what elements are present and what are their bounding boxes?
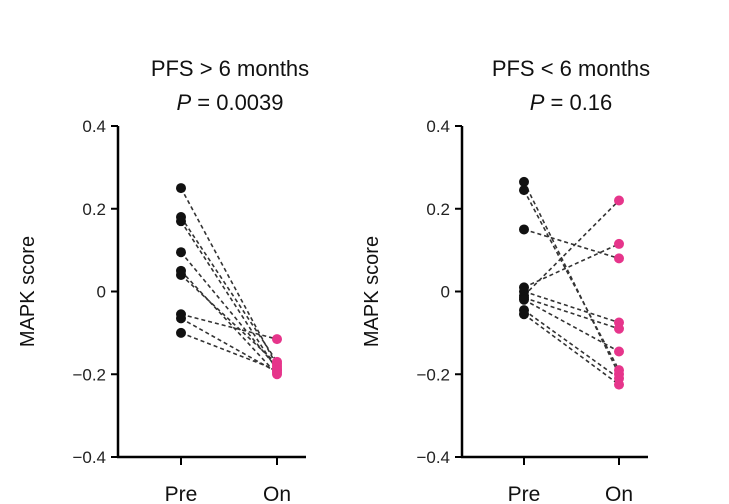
pair-line <box>523 290 620 324</box>
x-tick-label: On <box>263 483 291 504</box>
panel-1: PFS > 6 months P = 0.0039 0.4 0.2 0 −0.2 −0.4 P… <box>17 56 309 504</box>
on-point <box>272 365 282 376</box>
p-value-text: = 0.16 <box>544 90 612 115</box>
pre-point <box>519 309 529 320</box>
on-point <box>614 346 624 357</box>
pair-line <box>523 181 620 375</box>
pre-point <box>519 176 529 187</box>
pair-line <box>180 332 278 371</box>
p-value-text: = 0.0039 <box>191 90 283 115</box>
pair-line <box>180 220 278 371</box>
on-point <box>614 323 624 334</box>
pair-line <box>180 270 278 375</box>
pre-point <box>176 269 186 280</box>
y-tick-label: −0.2 <box>416 365 450 384</box>
p-value: P = 0.16 <box>530 90 613 115</box>
pre-point <box>176 247 186 258</box>
y-axis-label: MAPK score <box>361 236 383 347</box>
pre-point <box>176 216 186 227</box>
y-tick-label: −0.4 <box>72 448 106 467</box>
panel-2: PFS < 6 months P = 0.16 0.4 0.2 0 −0.2 −0.4 Pre… <box>361 56 650 504</box>
pre-point <box>519 224 529 235</box>
pre-point <box>176 327 186 338</box>
x-tick-label: Pre <box>165 483 198 504</box>
pair-line <box>523 199 620 297</box>
on-point <box>614 195 624 206</box>
on-point <box>272 334 282 345</box>
y-tick-label: −0.2 <box>72 365 106 384</box>
pair-line <box>523 243 620 289</box>
chart-title: PFS > 6 months <box>151 56 309 81</box>
y-tick-label: 0 <box>441 283 450 302</box>
p-label: P <box>530 90 545 115</box>
pair-line <box>523 296 620 330</box>
p-label: P <box>176 90 191 115</box>
chart-title: PFS < 6 months <box>492 56 650 81</box>
y-tick-label: −0.4 <box>416 448 450 467</box>
pair-line <box>180 313 278 340</box>
pair-line <box>523 228 620 260</box>
x-tick-label: On <box>605 483 633 504</box>
pair-line <box>523 309 620 380</box>
on-point <box>614 238 624 249</box>
y-tick-label: 0.4 <box>82 117 106 136</box>
pair-line <box>180 274 278 365</box>
pair-line <box>523 189 620 371</box>
pre-point <box>519 294 529 305</box>
y-tick-label: 0.2 <box>426 200 450 219</box>
on-point <box>614 253 624 264</box>
pair-line <box>523 313 620 386</box>
pre-point <box>176 313 186 324</box>
y-tick-label: 0 <box>97 283 106 302</box>
y-tick-label: 0.2 <box>82 200 106 219</box>
on-point <box>614 379 624 390</box>
x-tick-label: Pre <box>508 483 541 504</box>
p-value: P = 0.0039 <box>176 90 283 115</box>
pre-point <box>519 185 529 196</box>
on-point <box>614 365 624 376</box>
y-axis-label: MAPK score <box>17 236 39 347</box>
pre-point <box>176 183 186 194</box>
pair-line <box>180 216 278 363</box>
y-tick-label: 0.4 <box>426 117 450 136</box>
